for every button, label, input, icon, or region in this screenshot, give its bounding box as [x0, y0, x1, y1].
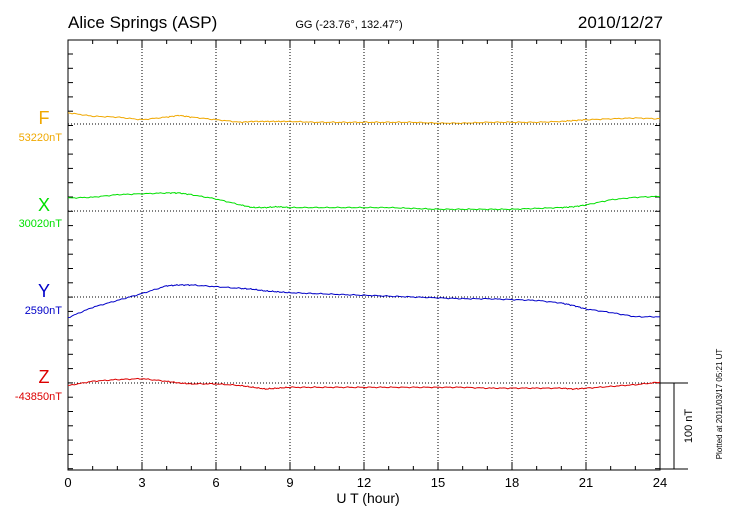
x-tick-label: 9 [286, 475, 293, 490]
series-baseline-label-Z: -43850nT [15, 391, 62, 403]
series-baseline-label-X: 30020nT [19, 218, 63, 230]
series-labels: F 53220nT X 30020nT Y 2590nT Z -43850nT [15, 108, 62, 403]
series-name-F: F [39, 108, 50, 128]
series-baseline-label-Y: 2590nT [25, 305, 63, 317]
x-tick-label: 3 [138, 475, 145, 490]
series-line-F [67, 112, 661, 125]
series-name-Z: Z [39, 367, 50, 387]
x-tick-label: 24 [653, 475, 667, 490]
x-tick-label: 18 [505, 475, 519, 490]
plot-date: 2010/12/27 [578, 13, 663, 32]
plot-frame [67, 39, 661, 471]
series-line-Y [67, 283, 661, 318]
plotted-at-note: Plotted at 2011/03/17 05:21 UT [715, 349, 724, 460]
series-lines [67, 112, 661, 391]
x-tick-labels: 0 3 6 9 12 15 18 21 24 [64, 475, 667, 490]
x-tick-label: 6 [212, 475, 219, 490]
series-line-X [68, 192, 661, 211]
x-tick-label: 21 [579, 475, 593, 490]
scale-bar: 100 nT [660, 382, 695, 470]
x-tick-label: 0 [64, 475, 71, 490]
vertical-grid [141, 40, 587, 470]
scale-bar-label: 100 nT [683, 409, 695, 444]
x-tick-label: 15 [431, 475, 445, 490]
station-coordinates: GG (-23.76°, 132.47°) [295, 19, 402, 31]
series-line-Z [67, 377, 661, 391]
x-axis-label: U T (hour) [336, 490, 399, 506]
series-name-X: X [38, 195, 50, 215]
x-tick-label: 12 [357, 475, 371, 490]
station-title: Alice Springs (ASP) [68, 13, 217, 32]
axis-ticks [67, 40, 661, 470]
series-baseline-label-F: 53220nT [19, 132, 63, 144]
series-name-Y: Y [38, 281, 50, 301]
